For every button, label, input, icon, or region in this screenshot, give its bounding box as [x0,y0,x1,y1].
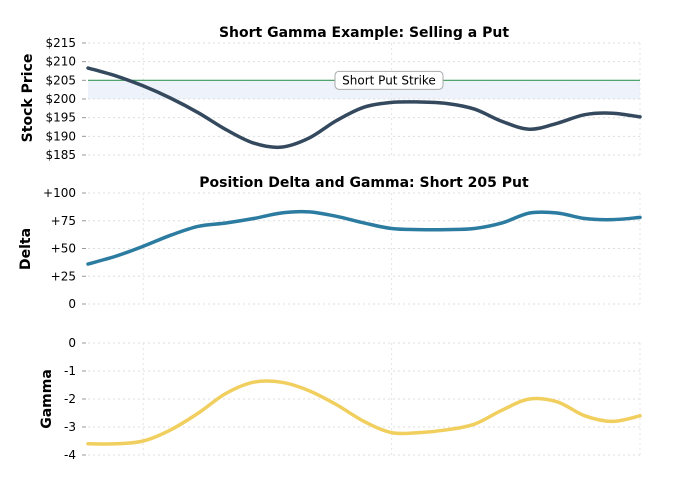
gamma-grid [82,342,641,456]
stock-price-strike-label-box [334,70,444,90]
gamma-ytick-label: -1 [64,364,76,378]
delta-ytick-label: +100 [43,186,76,200]
delta-ylabel: Delta [18,228,34,270]
stock-price-ytick-label: $215 [45,36,76,50]
delta-ytick-label: +25 [51,269,76,283]
delta-panel: Position Delta and Gamma: Short 205 Put … [18,175,642,311]
delta-ytick-label: +75 [51,214,76,228]
gamma-panel: Gamma -4 -3 -2 -1 0 [39,336,642,462]
stock-price-strike-label: Short Put Strike [342,73,436,87]
stock-price-ytick-label: $190 [45,129,76,143]
stock-price-series-line [86,66,642,150]
gamma-ylabel: Gamma [39,369,55,429]
gamma-ytick-label: 0 [68,336,76,350]
delta-title: Position Delta and Gamma: Short 205 Put [199,175,529,191]
stock-price-ytick-label: $185 [45,148,76,162]
delta-series-line [86,209,642,266]
delta-ytick-label: +50 [51,242,76,256]
stock-price-ylabel: Stock Price [20,54,36,143]
stock-price-title: Short Gamma Example: Selling a Put [219,25,509,41]
stock-price-ytick-label: $210 [45,55,76,69]
gamma-ytick-label: -3 [64,420,76,434]
stock-price-panel: Short Gamma Example: Selling a Put Stock… [20,25,642,162]
stock-price-ytick-label: $205 [45,73,76,87]
stock-price-ytick-label: $195 [45,111,76,125]
gamma-series-line [86,379,642,446]
delta-ytick-label: 0 [68,297,76,311]
gamma-ytick-label: -4 [64,448,76,462]
stock-price-grid [82,42,641,156]
gamma-ytick-label: -2 [64,392,76,406]
delta-grid [82,192,641,305]
stock-price-ytick-label: $200 [45,92,76,106]
